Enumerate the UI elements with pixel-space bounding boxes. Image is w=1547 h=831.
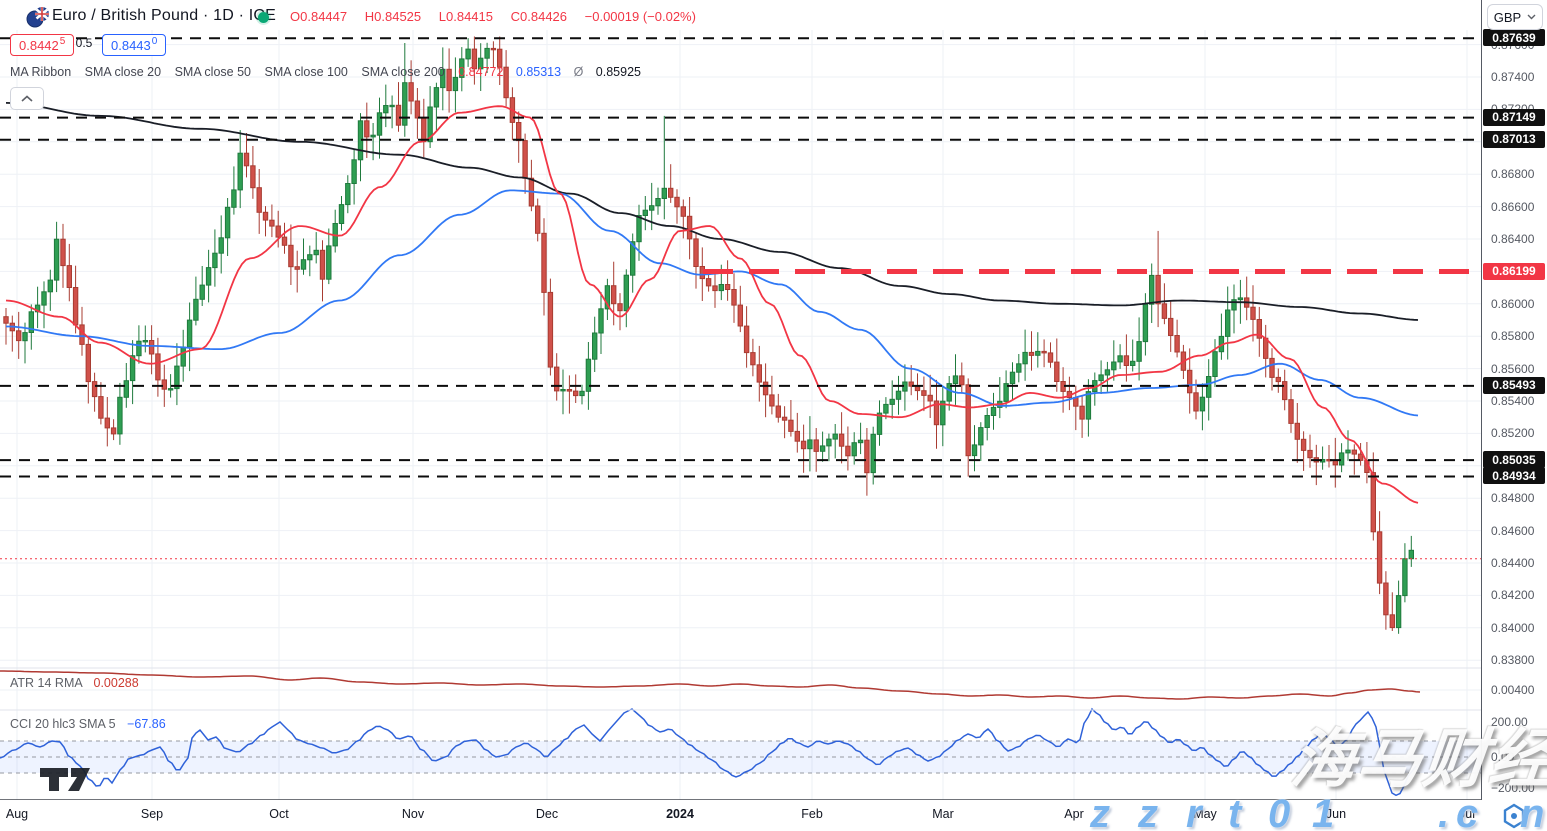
price-level-badge: 0.85493 [1483, 376, 1545, 394]
atr-label: ATR 14 RMA [10, 676, 83, 690]
price-level-badge: 0.87639 [1483, 29, 1545, 47]
price-level-badge: 0.84934 [1483, 467, 1545, 485]
legend-param-sma200: SMA close 200 [361, 65, 445, 79]
buy-price-sup: 0 [151, 36, 158, 47]
legend-value-sma50: 0.85313 [515, 65, 562, 79]
time-axis-label: Sep [140, 807, 164, 821]
tradingview-logo-icon[interactable] [38, 766, 92, 792]
cci-value: −67.86 [127, 717, 166, 731]
chevron-up-icon [21, 94, 33, 102]
time-axis-label: 2024 [666, 807, 694, 821]
price-grid-label: 0.83800 [1491, 653, 1535, 668]
legend-value-sma100: Ø [573, 65, 584, 79]
high-label: H [364, 9, 375, 24]
atr-legend: ATR 14 RMA 0.00288 [10, 676, 139, 690]
time-axis-label: Aug [5, 807, 29, 821]
currency-label: GBP [1493, 9, 1522, 25]
price-grid-label: 0.86000 [1491, 296, 1535, 311]
time-axis-label: Jun [1325, 807, 1347, 821]
symbol-pair-icon [26, 6, 50, 28]
low-value: 0.84415 [446, 9, 493, 24]
close-label: C [510, 9, 521, 24]
price-axis[interactable]: 0.876000.874000.872000.868000.866000.864… [1481, 0, 1547, 831]
legend-value-sma20: 0.84772 [458, 65, 504, 79]
time-axis-label: May [1193, 807, 1217, 821]
spread-value: 0.5 [75, 36, 93, 50]
sell-price-sup: 5 [59, 36, 66, 47]
price-grid-label: 0.86800 [1491, 167, 1535, 182]
market-status-icon [258, 12, 269, 23]
low-label: L [438, 9, 446, 24]
time-axis-label: Apr [1064, 807, 1084, 821]
price-level-badge: 0.87149 [1483, 108, 1545, 126]
price-grid-label: 0.86600 [1491, 199, 1535, 214]
sell-price: 0.8442 [19, 37, 59, 53]
open-label: O [290, 9, 301, 24]
time-axis[interactable]: Aug Sep Oct Nov Dec 2024 Feb Mar Apr May Jun Jul [0, 800, 1481, 831]
cci-axis-label: 0.00 [1491, 750, 1515, 764]
buy-price: 0.8443 [111, 37, 151, 53]
price-level-badge: 0.85035 [1483, 451, 1545, 469]
currency-selector[interactable]: GBP [1487, 4, 1543, 30]
cci-legend: CCI 20 hlc3 SMA 5 −67.86 [10, 717, 166, 731]
price-grid-label: 0.84600 [1491, 523, 1535, 538]
cci-axis-label: 200.00 [1491, 715, 1528, 729]
legend-param-sma50: SMA close 50 [174, 65, 251, 79]
high-value: 0.84525 [374, 9, 422, 24]
price-grid-label: 0.85200 [1491, 426, 1535, 441]
time-axis-label: Jul [1459, 807, 1475, 821]
open-value: 0.84447 [300, 9, 348, 24]
legend-value-sma200: 0.85925 [595, 65, 641, 79]
atr-value: 0.00288 [93, 676, 139, 690]
legend-param-sma100: SMA close 100 [264, 65, 348, 79]
price-grid-label: 0.86400 [1491, 231, 1535, 246]
price-grid-label: 0.84400 [1491, 555, 1535, 570]
time-axis-label: Nov [401, 807, 425, 821]
chevron-down-icon [1527, 14, 1536, 20]
cci-label: CCI 20 hlc3 SMA 5 [10, 717, 116, 731]
axis-settings-corner[interactable] [1481, 800, 1547, 831]
legend-param-sma20: SMA close 20 [84, 65, 162, 79]
price-grid-label: 0.85600 [1491, 361, 1535, 376]
price-grid-label: 0.85400 [1491, 393, 1535, 408]
change-value: −0.00019 (−0.02%) [584, 9, 696, 24]
buy-price-button[interactable]: 0.8443 0 [102, 34, 167, 56]
ma-ribbon-legend: MA Ribbon SMA close 20 SMA close 50 SMA … [10, 65, 650, 79]
time-axis-label: Mar [932, 807, 954, 821]
atr-axis-label: 0.00400 [1491, 683, 1535, 697]
sell-price-button[interactable]: 0.8442 5 [10, 34, 75, 56]
collapse-pane-button[interactable] [10, 87, 44, 110]
gear-icon [1503, 803, 1525, 828]
price-grid-label: 0.84200 [1491, 588, 1535, 603]
cci-axis-label: −200.00 [1491, 781, 1535, 795]
price-level-badge: 0.86199 [1483, 262, 1545, 280]
price-grid-label: 0.84800 [1491, 491, 1535, 506]
symbol-title[interactable]: Euro / British Pound · 1D · ICE [52, 7, 277, 24]
ohlc-readout: O0.84447 H0.84525 L0.84415 C0.84426 −0.0… [290, 9, 703, 24]
close-value: 0.84426 [520, 9, 568, 24]
time-axis-label: Feb [801, 807, 823, 821]
legend-title: MA Ribbon [10, 65, 72, 79]
time-axis-label: Dec [535, 807, 559, 821]
price-grid-label: 0.85800 [1491, 329, 1535, 344]
time-axis-label: Oct [269, 807, 289, 821]
price-grid-label: 0.84000 [1491, 620, 1535, 635]
price-level-badge: 0.87013 [1483, 130, 1545, 148]
price-grid-label: 0.87400 [1491, 69, 1535, 84]
